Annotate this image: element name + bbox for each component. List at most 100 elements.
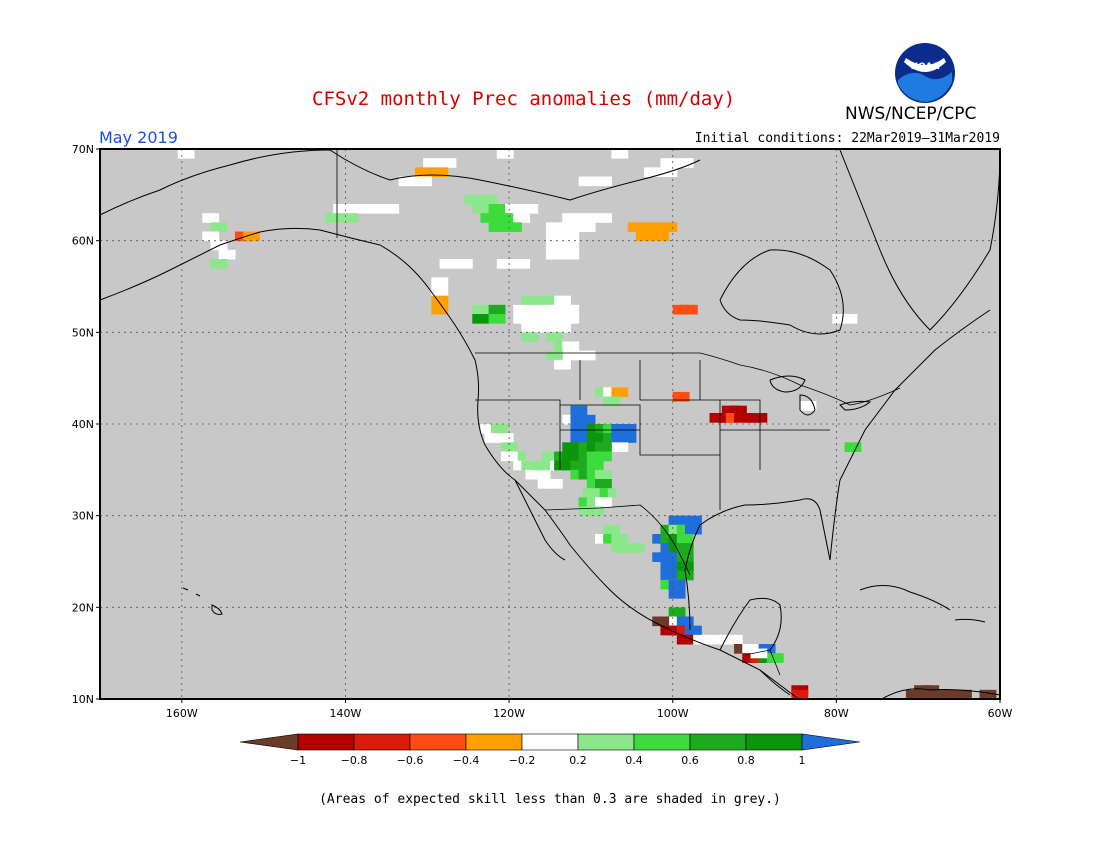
anomaly-cell [521,460,539,471]
legend-arrow-high [801,733,861,751]
anomaly-cell [415,176,432,187]
anomaly-cell [439,158,457,168]
lon-tick-label: 100W [657,707,689,720]
anomaly-cell [533,460,551,471]
anomaly-cell [521,295,539,306]
anomaly-cell [603,524,621,535]
anomaly-cell [472,204,490,214]
anomaly-cell [562,240,580,251]
latitude-labels: 10N 20N 30N 40N 50N 60N 70N [72,143,100,706]
anomaly-cell [595,479,612,489]
lat-tick-label: 30N [72,510,94,523]
lat-tick-label: 70N [72,143,94,156]
anomaly-cell [840,314,858,324]
anomaly-cell [500,442,518,452]
us-state-lines [475,360,830,510]
anomaly-cell [672,391,690,402]
anomaly-cell [586,506,604,517]
anomaly-cell [472,314,490,324]
anomaly-cell [488,304,506,315]
anomaly-cell [210,222,228,232]
anomaly-cell [562,341,580,352]
east-coast [829,309,991,561]
anomaly-cell [562,249,580,260]
anomaly-cell [491,424,508,434]
anomaly-cell [488,204,506,214]
legend-label: 0.2 [569,754,587,767]
canada-arctic-coast [329,149,701,201]
graticule [100,149,1000,699]
lake-michigan [799,394,816,416]
anomaly-cell [464,194,481,205]
longitude-labels: 160W 140W 120W 100W 80W 60W [166,699,1013,720]
anomaly-cell [505,204,522,214]
anomaly-cell [595,213,612,223]
anomaly-cell [488,314,506,324]
anomaly-cell [431,167,449,177]
lat-tick-label: 50N [72,326,94,339]
map-title: CFSv2 monthly Prec anomalies (mm/day) [312,88,736,110]
legend-swatch [465,733,523,751]
anomaly-cell [349,204,367,214]
anomaly-cell [243,231,261,242]
anomaly-cell [554,323,571,333]
legend-swatch [689,733,747,751]
anomaly-cell [750,413,768,423]
anomaly-cell [513,259,531,269]
anomaly-cell [595,176,612,187]
anomaly-cell [680,304,698,315]
anomaly-cell [488,222,506,232]
anomaly-cell [423,158,441,168]
anomaly-cell [676,543,694,553]
anomaly-cell [611,149,629,159]
anomaly-cell [799,401,817,411]
anomaly-cell [202,213,220,223]
anomaly-cell [325,213,342,223]
anomaly-cell [914,689,931,700]
lat-tick-label: 60N [72,235,94,248]
anomaly-cell [766,653,784,663]
anomaly-cell [685,625,702,636]
anomaly-cell [660,158,678,168]
anomaly-cell [545,304,563,315]
legend-swatch [409,733,467,751]
anomaly-cells [177,149,997,700]
anomaly-cell [521,323,539,333]
anomaly-cell [562,350,580,361]
anomaly-cell [578,414,596,425]
legend-label: 0.4 [625,754,643,767]
anomaly-cell [668,589,686,599]
anomaly-cell [676,561,694,572]
anomaly-cell [529,304,547,315]
anomaly-cell [496,213,514,223]
anomaly-cell [652,231,670,242]
anomaly-cell [938,689,956,700]
lake-superior [769,375,806,393]
anomaly-cell [611,442,629,452]
lake-erie [839,400,872,411]
anomaly-cell [611,543,629,553]
legend-label: −0.2 [509,754,536,767]
hawaii [182,587,223,615]
legend-swatch [297,733,355,751]
legend-label: −0.6 [397,754,424,767]
anomaly-cell [210,259,228,269]
anomaly-cell [676,534,694,544]
anomaly-cell [730,405,747,416]
anomaly-cell [676,570,694,581]
lat-tick-label: 40N [72,418,94,431]
anomaly-cell [177,149,195,159]
anomaly-cell [676,616,694,627]
lon-tick-label: 60W [988,707,1013,720]
anomaly-cell [545,249,563,260]
lat-tick-label: 20N [72,601,94,614]
anomaly-cell [521,204,539,214]
anomaly-cell [627,222,645,232]
anomaly-cell [545,350,563,361]
legend-label: −1 [290,754,306,767]
anomaly-cell [545,332,563,342]
anomaly-cell [513,304,531,315]
anomaly-cell [533,469,551,480]
anomaly-cell [676,158,694,168]
